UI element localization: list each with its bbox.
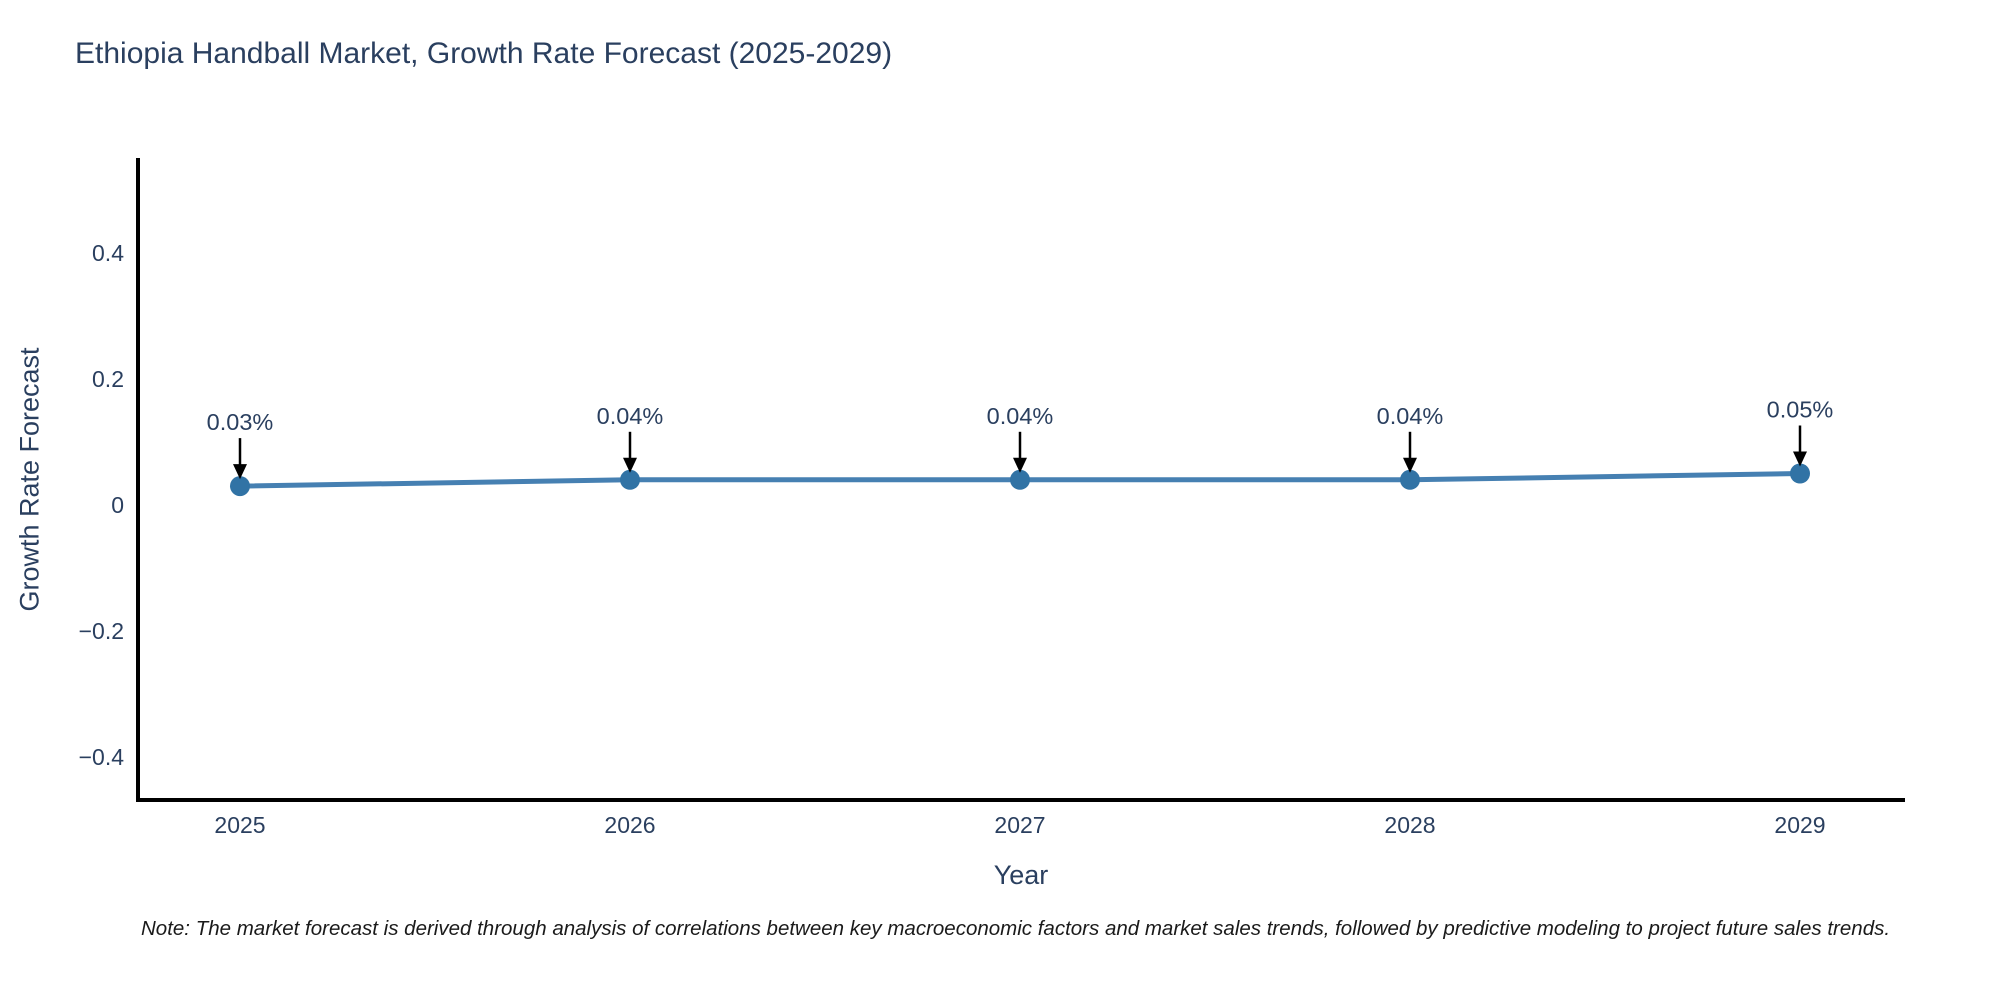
annotation-arrow-head [233,464,247,480]
x-tick-label: 2026 [604,812,655,838]
y-tick-label: 0 [111,492,124,518]
data-point-marker [1010,469,1030,490]
annotation-label: 0.05% [1767,397,1834,423]
y-tick-label: 0.2 [92,366,124,392]
annotation-label: 0.04% [597,403,664,429]
annotation-arrow-head [623,457,637,473]
y-tick-label: 0.4 [92,240,124,266]
data-point-marker [1790,463,1810,484]
annotation-arrow-head [1013,457,1027,473]
data-point-marker [620,469,640,490]
annotation-label: 0.04% [1377,403,1444,429]
x-tick-label: 2025 [214,812,265,838]
x-tick-label: 2029 [1774,812,1825,838]
annotation-arrow-head [1793,451,1807,467]
data-point-marker [1400,469,1420,490]
x-tick-label: 2028 [1384,812,1435,838]
x-axis-title: Year [993,860,1049,890]
x-tick-label: 2027 [994,812,1045,838]
annotation-label: 0.03% [207,409,274,435]
footnote: Note: The market forecast is derived thr… [141,917,1891,940]
annotation-arrow-head [1403,457,1417,473]
y-tick-label: −0.4 [79,744,125,770]
chart-title: Ethiopia Handball Market, Growth Rate Fo… [75,37,893,70]
data-point-marker [230,476,250,497]
y-tick-label: −0.2 [79,618,124,644]
annotation-label: 0.04% [987,403,1054,429]
